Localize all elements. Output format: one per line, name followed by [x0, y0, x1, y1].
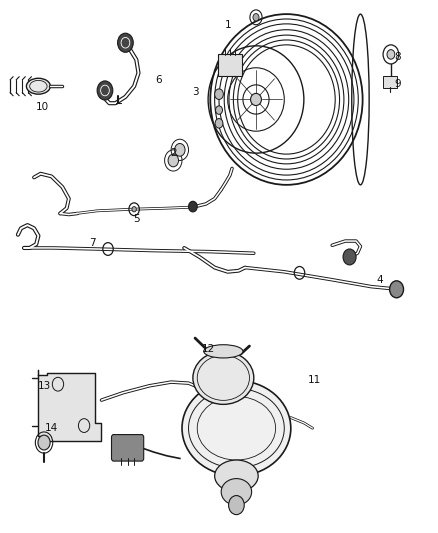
Circle shape — [387, 50, 395, 59]
Circle shape — [175, 143, 185, 156]
Circle shape — [97, 81, 113, 100]
FancyBboxPatch shape — [218, 54, 242, 76]
Text: 11: 11 — [308, 375, 321, 385]
Text: 2: 2 — [170, 148, 177, 158]
Ellipse shape — [204, 345, 243, 358]
Text: 7: 7 — [89, 238, 96, 248]
Ellipse shape — [182, 381, 291, 476]
Ellipse shape — [193, 351, 254, 405]
Text: 10: 10 — [36, 102, 49, 112]
Text: 9: 9 — [394, 78, 401, 88]
Circle shape — [215, 118, 223, 128]
Text: 4: 4 — [377, 274, 383, 285]
Circle shape — [168, 154, 179, 167]
Text: 8: 8 — [394, 52, 401, 62]
Circle shape — [253, 13, 259, 21]
Circle shape — [229, 496, 244, 515]
Circle shape — [38, 435, 50, 450]
Circle shape — [117, 33, 133, 52]
Text: 1: 1 — [224, 20, 231, 30]
Text: 13: 13 — [38, 381, 52, 391]
Polygon shape — [39, 370, 102, 441]
Ellipse shape — [221, 479, 252, 505]
Text: 3: 3 — [192, 86, 198, 96]
Ellipse shape — [215, 460, 258, 492]
Circle shape — [188, 201, 197, 212]
Circle shape — [132, 207, 136, 212]
Circle shape — [390, 281, 403, 298]
Text: 12: 12 — [201, 344, 215, 354]
Ellipse shape — [251, 93, 261, 106]
Circle shape — [215, 89, 223, 100]
Ellipse shape — [26, 78, 50, 94]
Circle shape — [343, 249, 356, 265]
Text: 6: 6 — [155, 75, 161, 85]
FancyBboxPatch shape — [112, 434, 144, 461]
Text: 14: 14 — [45, 423, 58, 433]
FancyBboxPatch shape — [383, 76, 397, 88]
Text: 5: 5 — [133, 214, 140, 224]
Circle shape — [215, 106, 223, 114]
